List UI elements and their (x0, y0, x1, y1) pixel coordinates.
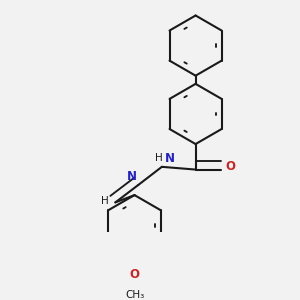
Text: N: N (127, 170, 137, 183)
Text: CH₃: CH₃ (125, 290, 144, 300)
Text: N: N (165, 152, 175, 166)
Text: O: O (130, 268, 140, 281)
Text: H: H (101, 196, 109, 206)
Text: O: O (225, 160, 235, 173)
Text: H: H (155, 153, 163, 163)
